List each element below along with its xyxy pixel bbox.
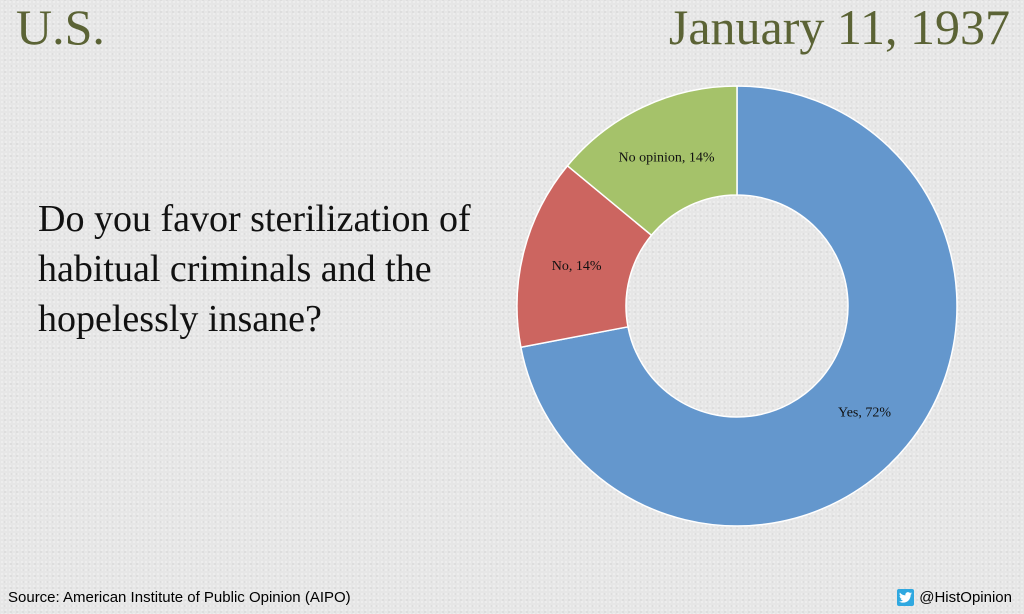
source-note: Source: American Institute of Public Opi… (8, 589, 351, 606)
slice-label-no-opinion: No opinion, 14% (619, 150, 715, 165)
survey-question: Do you favor sterilization of habitual c… (38, 198, 471, 341)
twitter-handle-label: @HistOpinion (919, 589, 1012, 606)
twitter-handle[interactable]: @HistOpinion (897, 589, 1012, 606)
slice-label-no: No, 14% (552, 259, 602, 274)
poll-date: January 11, 1937 (668, 0, 1010, 55)
donut-chart: Yes, 72% No, 14% No opinion, 14% (516, 85, 958, 527)
slice-yes (520, 85, 958, 527)
region-label: U.S. (16, 0, 105, 55)
slice-label-yes: Yes, 72% (838, 405, 891, 420)
twitter-icon (897, 589, 915, 606)
slice-no-opinion (566, 85, 738, 237)
